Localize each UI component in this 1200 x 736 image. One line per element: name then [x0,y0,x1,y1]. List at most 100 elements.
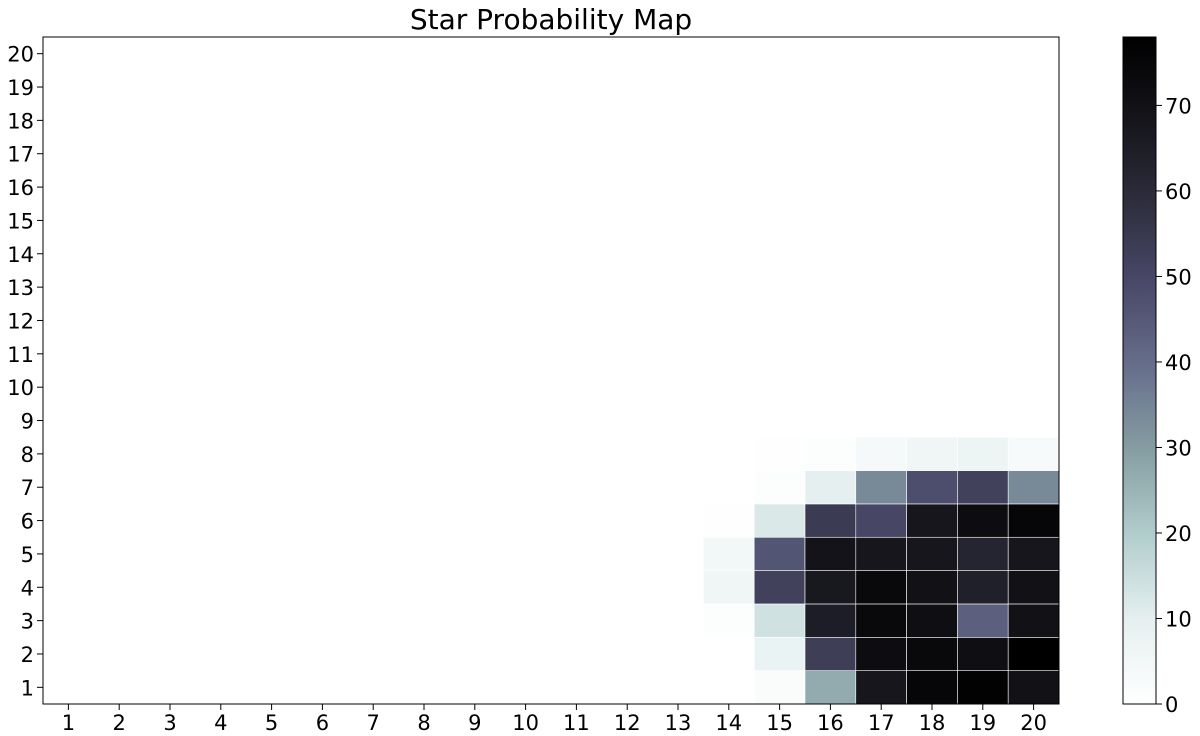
x-tick-label: 13 [665,711,692,735]
x-tick-label: 1 [62,711,75,735]
y-tick-label: 3 [21,610,34,634]
heatmap-cell [957,536,1009,571]
heatmap-cell [1007,536,1060,571]
x-tick-label: 12 [614,711,641,735]
heatmap-cell [957,436,1009,471]
heatmap-cell [855,503,907,538]
colorbar [1122,36,1157,705]
heatmap-cell [906,570,958,605]
y-tick-label: 17 [7,143,34,167]
heatmap-cell [855,603,907,638]
heatmap-cell [703,503,755,538]
heatmap-cell [906,536,958,571]
x-tick-label: 8 [417,711,430,735]
colorbar-tick-label: 70 [1165,94,1192,118]
heatmap-cell [957,636,1009,671]
heatmap-cell [855,470,907,505]
colorbar-axis: 0 10 20 30 40 50 60 70 [1156,94,1192,717]
heatmap-cell [1007,503,1060,538]
heatmap-cell [804,436,857,471]
x-tick-label: 20 [1020,711,1047,735]
heatmap-cell [1007,470,1060,505]
heatmap-cell [1007,570,1060,605]
y-tick-label: 15 [7,209,34,233]
y-tick-label: 19 [7,76,34,100]
heatmap-cell [855,536,907,571]
heatmap-cell [855,436,907,471]
heatmap-cell [906,436,958,471]
x-tick-label: 9 [468,711,481,735]
heatmap-cell [906,503,958,538]
heatmap-cell [703,570,755,605]
heatmap-cells [703,436,1060,705]
y-tick-label: 4 [21,576,34,600]
x-tick-label: 3 [163,711,176,735]
heatmap-cell [804,570,857,605]
x-tick-label: 19 [969,711,996,735]
heatmap-cell [753,603,806,638]
heatmap-cell [703,536,755,571]
y-tick-label: 5 [21,543,34,567]
heatmap-cell [804,603,857,638]
heatmap-cell [855,636,907,671]
x-tick-label: 2 [113,711,126,735]
colorbar-tick-label: 40 [1165,351,1192,375]
chart-title: Star Probability Map [410,3,692,36]
heatmap-cell [753,636,806,671]
heatmap-cell [753,503,806,538]
heatmap-cell [753,536,806,571]
y-tick-label: 14 [7,243,34,267]
colorbar-tick-label: 50 [1165,265,1192,289]
colorbar-tick-label: 10 [1165,607,1192,631]
heatmap-cell [855,570,907,605]
colorbar-tick-label: 60 [1165,180,1192,204]
y-tick-label: 8 [21,443,34,467]
y-tick-label: 13 [7,276,34,300]
y-tick-label: 10 [7,376,34,400]
y-tick-label: 2 [21,643,34,667]
heatmap-cell [753,436,806,471]
heatmap-cell [957,503,1009,538]
heatmap-cell [804,503,857,538]
y-tick-label: 12 [7,309,34,333]
x-tick-label: 4 [214,711,227,735]
x-tick-label: 17 [868,711,895,735]
heatmap-cell [703,603,755,638]
y-tick-label: 11 [7,343,34,367]
heatmap-cell [906,603,958,638]
heatmap-cell [804,636,857,671]
colorbar-tick-label: 30 [1165,436,1192,460]
x-tick-label: 14 [715,711,742,735]
x-tick-label: 15 [766,711,793,735]
heatmap-cell [804,470,857,505]
x-tick-label: 10 [512,711,539,735]
heatmap-cell [804,670,857,705]
plot-frame [42,36,1060,705]
colorbar-tick-label: 20 [1165,522,1192,546]
heatmap-cell [906,636,958,671]
heatmap-cell [1007,603,1060,638]
colorbar-tick-label: 0 [1165,693,1178,717]
heatmap-cell [957,470,1009,505]
y-tick-label: 20 [7,43,34,67]
heatmap-cell [753,570,806,605]
heatmap-cell [906,670,958,705]
heatmap-cell [753,670,806,705]
heatmap-cell [804,536,857,571]
y-tick-label: 16 [7,176,34,200]
x-tick-label: 5 [265,711,278,735]
heatmap-cell [753,470,806,505]
x-tick-label: 11 [563,711,590,735]
y-tick-label: 7 [21,476,34,500]
x-axis: 1 2 3 4 5 6 7 8 9 10 11 12 13 14 15 16 17 18 19 20 [62,704,1047,735]
heatmap-cell [957,670,1009,705]
heatmap-cell [957,603,1009,638]
y-tick-label: 18 [7,109,34,133]
y-tick-label: 9 [21,410,34,434]
y-tick-label: 6 [21,510,34,534]
heatmap-cell [1007,670,1060,705]
y-tick-label: 1 [21,676,34,700]
heatmap-cell [1007,636,1060,671]
